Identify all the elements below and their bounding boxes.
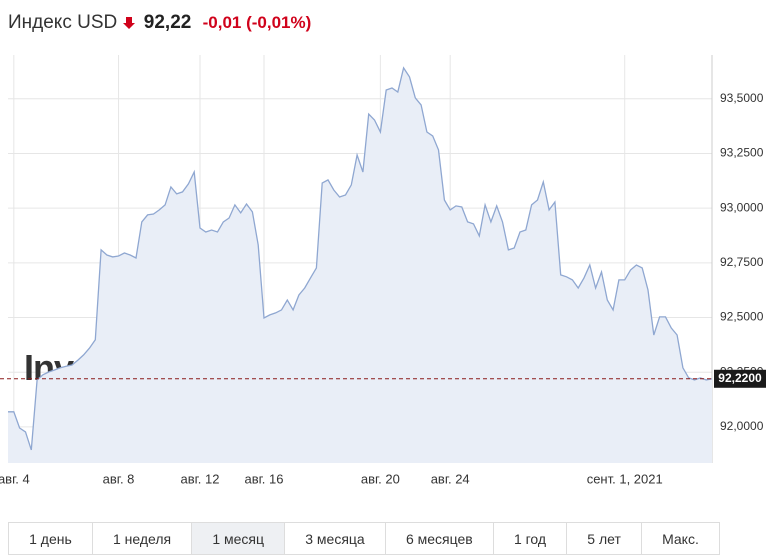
- y-tick-label: 92,5000: [720, 310, 764, 324]
- y-tick-label: 93,5000: [720, 91, 764, 105]
- price-line: [8, 66, 713, 451]
- title: Индекс USD: [8, 12, 118, 33]
- y-tick-label: 92,7500: [720, 255, 764, 269]
- range-buttons: 1 день 1 неделя 1 месяц 3 месяца 6 месяцев 1 …: [8, 522, 720, 555]
- area-fill: [8, 67, 712, 464]
- range-button[interactable]: 3 месяца: [285, 523, 386, 554]
- x-tick-label: авг. 16: [245, 471, 284, 486]
- range-button[interactable]: 1 день: [9, 523, 93, 554]
- range-button[interactable]: 1 год: [494, 523, 568, 554]
- range-button[interactable]: 1 месяц: [192, 523, 286, 554]
- chart: 92,000092,250092,500092,750093,000093,25…: [0, 55, 766, 486]
- down-arrow: [122, 17, 135, 29]
- current-price-label: 92,2200: [718, 371, 762, 385]
- current-price-box: [714, 369, 766, 388]
- price: 92,22: [143, 12, 192, 33]
- range-button[interactable]: Макс.: [662, 530, 699, 547]
- y-tick-label: 93,2500: [720, 146, 764, 160]
- y-tick-label: 92,0000: [720, 419, 764, 433]
- x-tick-label: авг. 24: [431, 471, 470, 486]
- x-tick-label: авг. 8: [103, 471, 135, 486]
- header: Индекс USD 92,22 -0,01 (-0,01%): [8, 12, 311, 38]
- change: -0,01 (-0,01%): [202, 13, 312, 32]
- range-button[interactable]: 5 лет: [567, 523, 642, 554]
- x-tick-label: сент. 1, 2021: [587, 471, 663, 486]
- range-button[interactable]: 1 неделя: [93, 523, 193, 554]
- y-tick-label: 93,0000: [720, 200, 764, 214]
- range-button[interactable]: 6 месяцев: [386, 523, 494, 554]
- x-tick-label: авг. 20: [361, 471, 400, 486]
- x-tick-label: авг. 4: [0, 471, 30, 486]
- x-tick-label: авг. 12: [181, 471, 220, 486]
